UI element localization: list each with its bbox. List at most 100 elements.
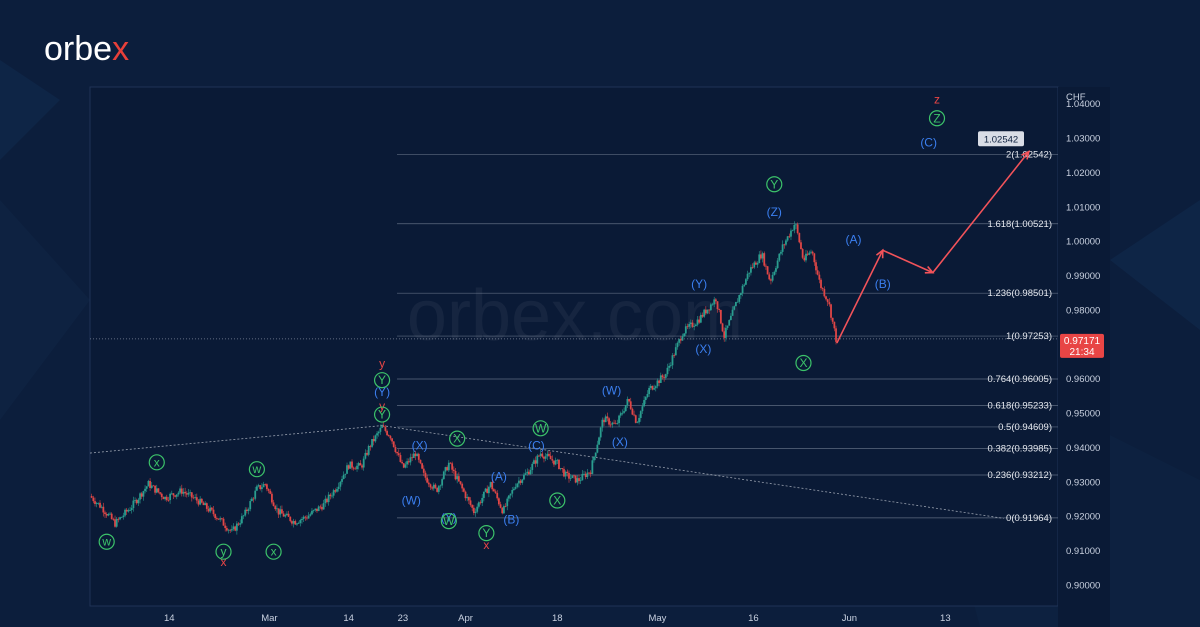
candle-body [599, 427, 602, 438]
candle-body [169, 493, 172, 501]
candle-body [506, 498, 509, 507]
time-axis: 14 Mar 14 23 Apr 18 May 16 Jun 13 [164, 613, 951, 624]
candle-body [574, 475, 577, 483]
candle-body [696, 319, 699, 325]
wave-label: (A) [846, 232, 862, 246]
candle-body [803, 257, 806, 261]
candle-body [606, 416, 609, 419]
wave-label-circle [148, 454, 165, 471]
candle-body [629, 401, 632, 409]
candle-body [397, 453, 400, 456]
candle-body [244, 509, 247, 516]
candle-body [728, 320, 731, 326]
candle-body [714, 299, 717, 302]
candle-body [586, 472, 589, 478]
candle-body [638, 417, 640, 423]
candle-body [412, 453, 415, 458]
candle-body [119, 517, 121, 520]
x-tick-label: 16 [748, 613, 759, 624]
wave-label-circle [215, 543, 232, 560]
wave-label-circle [373, 372, 391, 389]
candle-body [683, 333, 686, 337]
candle-body [234, 526, 237, 531]
fib-level-label: 1.618(1.00521) [988, 219, 1052, 230]
candle-body [154, 485, 156, 493]
candle-body [778, 253, 781, 261]
candle-body [347, 465, 350, 469]
candle-body [598, 437, 600, 445]
candle-body [267, 489, 270, 491]
fib-level-label: 1.236(0.98501) [988, 288, 1052, 299]
candle-body [579, 480, 582, 482]
candle-body [693, 326, 696, 327]
candle-body [125, 509, 128, 512]
currency-label: CHF [1066, 92, 1086, 103]
wave-label: x [483, 538, 489, 552]
candle-body [391, 438, 393, 442]
candle-body [649, 385, 652, 388]
candle-body [543, 456, 545, 459]
candle-body [621, 412, 624, 414]
candle-body [539, 453, 542, 456]
candle-body [578, 478, 580, 481]
y-tick-label: 0.96000 [1066, 374, 1100, 385]
candle-body [132, 500, 135, 509]
candle-body [703, 309, 706, 317]
candle-body [661, 375, 664, 378]
candle-body [389, 436, 392, 439]
candle-body [250, 498, 253, 502]
candle-body [624, 405, 627, 412]
candle-body [446, 467, 449, 471]
candle-body [284, 515, 287, 517]
candle-body [147, 480, 150, 487]
wave-label: X [553, 493, 561, 507]
candle-body [219, 518, 222, 520]
candle-body [261, 487, 263, 490]
candle-body [698, 319, 701, 323]
candle-body [805, 253, 807, 261]
candle-body [282, 513, 285, 517]
candle-body [130, 508, 133, 511]
candle-body [331, 495, 333, 497]
candle-body [806, 253, 809, 255]
candle-body [379, 427, 382, 432]
candle-body [237, 523, 240, 525]
candle-body [362, 458, 365, 468]
candle-body [367, 445, 370, 455]
wave-label: Y [482, 526, 490, 540]
candle-body [386, 430, 388, 436]
candle-body [513, 488, 515, 490]
candle-body [100, 506, 103, 508]
candle-body [239, 523, 242, 525]
candle-body [666, 367, 669, 375]
y-tick-label: 0.98000 [1066, 305, 1100, 316]
candle-body [699, 314, 702, 323]
candle-body [763, 253, 766, 266]
candle-body [808, 252, 811, 255]
candle-body [786, 236, 789, 241]
wave-label: y [379, 357, 385, 371]
candle-body [523, 474, 525, 480]
candle-body [691, 322, 694, 327]
candle-body [541, 453, 544, 457]
candle-body [821, 288, 824, 290]
fibonacci-levels: 2(1.02542) 1.618(1.00521) 1.236(0.98501) 1(… [90, 149, 1058, 524]
candle-body [481, 497, 484, 503]
candle-body [679, 339, 682, 341]
candle-body [584, 473, 587, 478]
candle-body [755, 262, 757, 265]
wave-label-circle [478, 525, 495, 542]
candle-body [614, 423, 617, 425]
candle-body [564, 471, 567, 477]
candle-body [533, 460, 535, 464]
wave-label: (A) [491, 469, 507, 483]
candle-body [588, 472, 590, 474]
candle-body [242, 515, 245, 517]
candle-body [200, 498, 203, 503]
candle-body [414, 453, 417, 457]
y-tick-label: 0.99000 [1066, 271, 1100, 282]
target-price-value: 1.02542 [984, 134, 1018, 145]
candle-body [563, 469, 565, 477]
candle-body [601, 419, 604, 428]
candle-body [317, 506, 320, 512]
